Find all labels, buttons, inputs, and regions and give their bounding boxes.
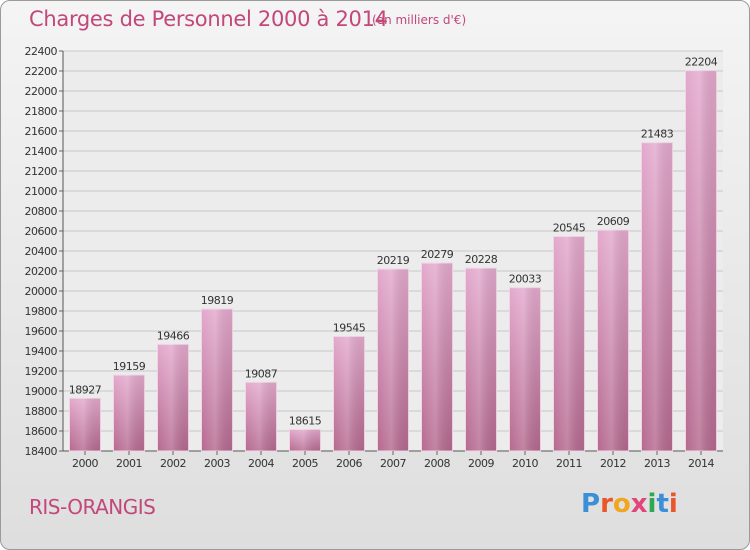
- bar-highlight: [597, 230, 629, 451]
- data-label: 20545: [553, 222, 586, 235]
- bar-highlight: [69, 398, 101, 451]
- bar-highlight: [113, 375, 145, 451]
- data-label: 18615: [289, 415, 322, 428]
- x-tick-label: 2013: [644, 457, 670, 470]
- data-label: 19466: [157, 329, 190, 342]
- bar-highlight: [553, 236, 585, 451]
- data-label: 22204: [685, 56, 718, 69]
- data-label: 20033: [509, 273, 542, 286]
- x-tick-label: 2014: [688, 457, 714, 470]
- x-tick-label: 2012: [600, 457, 626, 470]
- data-label: 21483: [641, 128, 674, 141]
- y-tick-label: 21800: [25, 105, 58, 118]
- chart-unit: (en milliers d'€): [372, 13, 467, 27]
- data-label: 20609: [597, 215, 630, 228]
- x-tick-label: 2003: [204, 457, 230, 470]
- bar-highlight: [465, 268, 497, 451]
- bar-highlight: [245, 382, 277, 451]
- bar-highlight: [333, 336, 365, 451]
- bar-highlight: [421, 263, 453, 451]
- logo-letter: P: [581, 489, 601, 519]
- data-label: 19545: [333, 322, 366, 335]
- x-tick-label: 2009: [468, 457, 494, 470]
- bar-highlight: [201, 309, 233, 451]
- y-tick-label: 22400: [25, 45, 58, 58]
- data-label: 20279: [421, 248, 454, 261]
- y-tick-label: 18400: [25, 445, 58, 458]
- bar-highlight: [685, 70, 717, 451]
- bar-highlight: [157, 344, 189, 451]
- y-tick-label: 21200: [25, 165, 58, 178]
- y-tick-label: 18800: [25, 405, 58, 418]
- x-tick-label: 2002: [160, 457, 186, 470]
- data-label: 20228: [465, 253, 498, 266]
- data-label: 19159: [113, 360, 146, 373]
- x-tick-label: 2005: [292, 457, 318, 470]
- y-tick-label: 20000: [25, 285, 58, 298]
- y-tick-label: 19400: [25, 345, 58, 358]
- x-tick-label: 2004: [248, 457, 274, 470]
- y-tick-label: 19600: [25, 325, 58, 338]
- x-tick-label: 2007: [380, 457, 406, 470]
- x-tick-label: 2011: [556, 457, 582, 470]
- y-tick-label: 22200: [25, 65, 58, 78]
- data-label: 19819: [201, 294, 234, 307]
- logo-letter: i: [647, 489, 657, 519]
- x-tick-label: 2008: [424, 457, 450, 470]
- y-tick-label: 19200: [25, 365, 58, 378]
- x-tick-label: 2001: [116, 457, 142, 470]
- data-label: 20219: [377, 254, 410, 267]
- y-tick-label: 21400: [25, 145, 58, 158]
- y-tick-label: 20800: [25, 205, 58, 218]
- y-tick-label: 21000: [25, 185, 58, 198]
- y-tick-label: 19800: [25, 305, 58, 318]
- bar-highlight: [509, 287, 541, 451]
- city-name: RIS-ORANGIS: [29, 495, 156, 519]
- logo-letter: x: [630, 489, 648, 519]
- x-tick-label: 2000: [72, 457, 98, 470]
- y-tick-label: 22000: [25, 85, 58, 98]
- logo-letter: t: [656, 489, 669, 519]
- bar-highlight: [641, 142, 673, 451]
- data-label: 19087: [245, 367, 278, 380]
- proxiti-logo: Proxiti: [581, 489, 678, 519]
- logo-letter: o: [612, 489, 631, 519]
- y-tick-label: 20200: [25, 265, 58, 278]
- x-tick-label: 2010: [512, 457, 538, 470]
- data-label: 18927: [69, 383, 102, 396]
- logo-letter: r: [600, 489, 613, 519]
- bar-highlight: [377, 269, 409, 451]
- chart-title: Charges de Personnel 2000 à 2014: [29, 7, 388, 31]
- bar-highlight: [289, 429, 321, 451]
- y-tick-label: 19000: [25, 385, 58, 398]
- y-tick-label: 20600: [25, 225, 58, 238]
- y-tick-label: 18600: [25, 425, 58, 438]
- y-tick-label: 21600: [25, 125, 58, 138]
- logo-letter: i: [668, 489, 678, 519]
- x-tick-label: 2006: [336, 457, 362, 470]
- y-tick-label: 20400: [25, 245, 58, 258]
